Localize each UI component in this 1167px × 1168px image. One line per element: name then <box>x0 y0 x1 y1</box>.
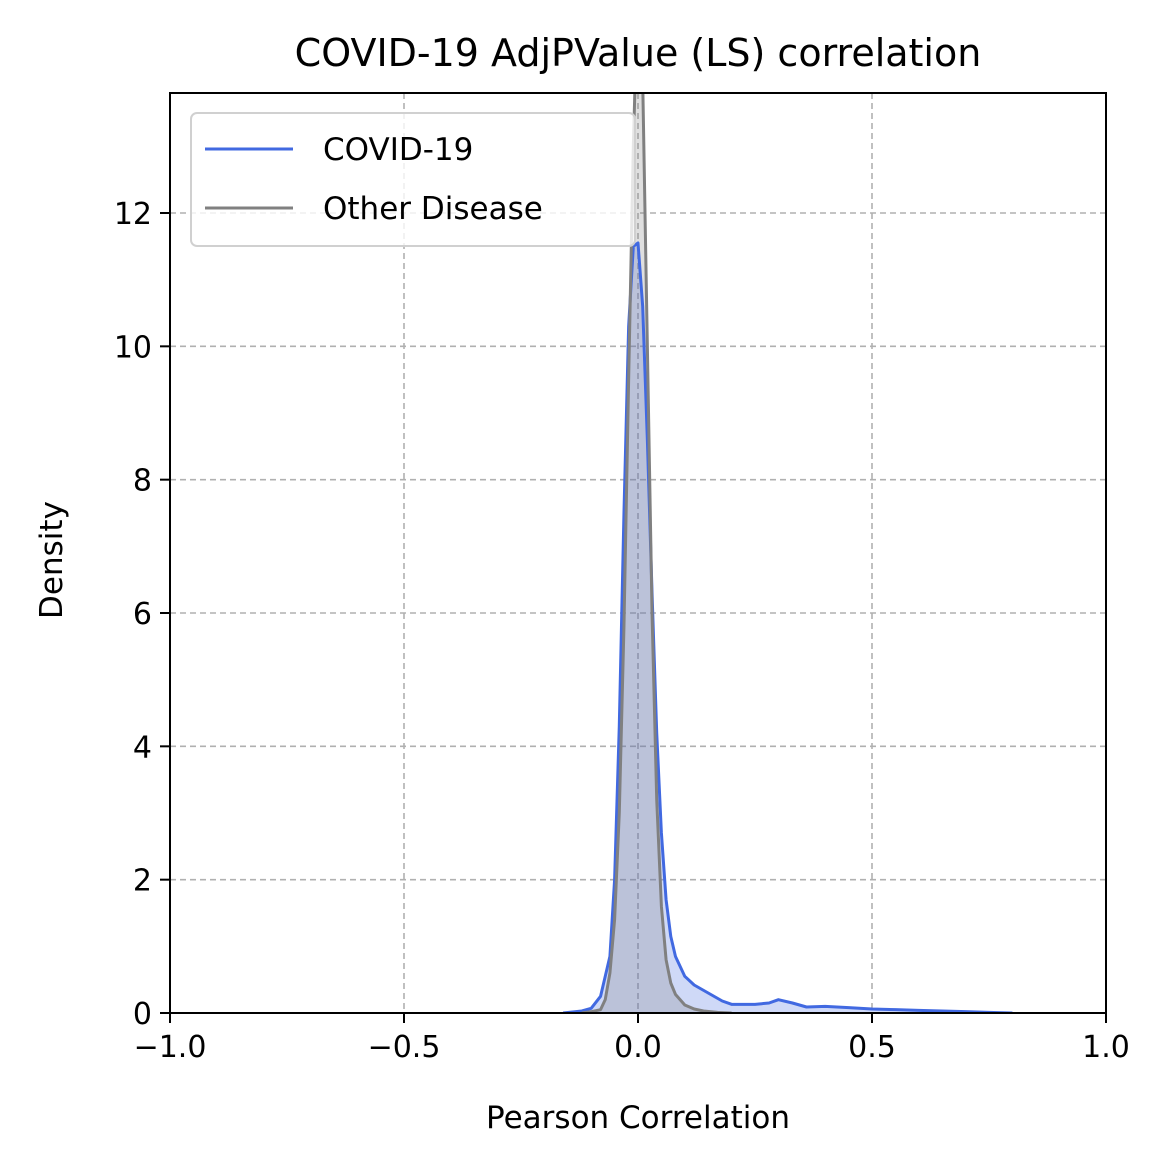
y-tick-label: 0 <box>133 997 152 1032</box>
y-axis-label: Density <box>34 501 70 619</box>
y-tick-label: 4 <box>133 730 152 765</box>
legend-box <box>190 112 636 247</box>
legend: COVID-19 Other Disease <box>190 112 636 247</box>
x-axis-label: Pearson Correlation <box>486 1100 790 1136</box>
x-tick-label: −1.0 <box>134 1030 207 1065</box>
density-line-other-disease <box>581 93 732 1013</box>
legend-label-other-disease: Other Disease <box>323 191 543 227</box>
y-tick-label: 10 <box>114 330 152 365</box>
x-axis-ticks: −1.0 −0.5 0.0 0.5 1.0 <box>134 1013 1130 1065</box>
x-tick-label: 0.5 <box>848 1030 896 1065</box>
y-tick-label: 2 <box>133 864 152 899</box>
x-tick-label: 1.0 <box>1082 1030 1130 1065</box>
legend-label-covid: COVID-19 <box>323 132 473 168</box>
y-tick-label: 8 <box>133 464 152 499</box>
density-line-covid-19 <box>562 241 1013 1013</box>
x-tick-label: −0.5 <box>368 1030 441 1065</box>
y-tick-label: 12 <box>114 197 152 232</box>
y-tick-label: 6 <box>133 597 152 632</box>
chart-title: COVID-19 AdjPValue (LS) correlation <box>295 31 982 75</box>
y-axis-ticks: 0 2 4 6 8 10 12 <box>114 197 170 1032</box>
x-tick-label: 0.0 <box>614 1030 662 1065</box>
density-lines <box>562 93 1013 1013</box>
